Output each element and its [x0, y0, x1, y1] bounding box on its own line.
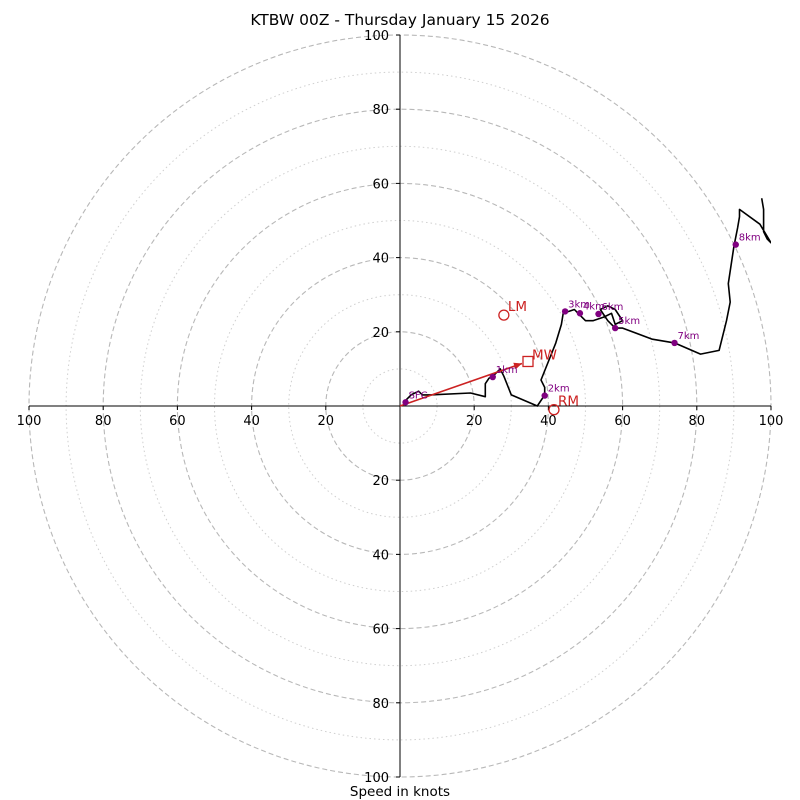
height-marker-dot: [595, 310, 602, 318]
x-tick-label: 40: [540, 414, 557, 429]
x-tick-label: 100: [17, 414, 42, 429]
height-marker-label: 8km: [739, 233, 761, 244]
y-tick-label: 40: [372, 252, 389, 267]
mean-wind-label: MW: [532, 347, 557, 363]
height-marker-label: 6km: [601, 302, 623, 313]
x-tick-label: 40: [243, 414, 260, 429]
height-marker-dot: [541, 392, 548, 399]
y-tick-label: 20: [372, 474, 389, 489]
height-marker-label: 7km: [678, 331, 700, 342]
height-marker-label: 1km: [496, 365, 518, 376]
height-marker-dot: [732, 241, 739, 248]
left-mover-label: LM: [508, 299, 527, 315]
y-tick-label: 80: [372, 103, 389, 118]
x-axis-label: Speed in knots: [350, 784, 450, 800]
x-tick-label: 80: [95, 414, 112, 429]
x-tick-label: 60: [614, 414, 631, 429]
y-tick-label: 20: [372, 326, 389, 341]
height-marker-label: 5km: [618, 316, 640, 327]
storm-motion: MW LM RM: [399, 299, 579, 416]
chart-title: KTBW 00Z - Thursday January 15 2026: [250, 11, 550, 29]
x-tick-label: 20: [318, 414, 335, 429]
left-mover-marker: [498, 309, 510, 321]
mean-wind-vector: [399, 362, 523, 407]
x-tick-label: 60: [169, 414, 186, 429]
height-marker-dot: [489, 373, 496, 381]
y-tick-label: 80: [372, 697, 389, 712]
y-tick-label: 60: [372, 177, 389, 192]
right-mover-label: RM: [558, 394, 579, 410]
height-marker-label: SFC: [409, 390, 428, 401]
right-mover-marker: [548, 404, 560, 416]
height-marker-dot: [402, 399, 409, 406]
height-marker-label: 4km: [583, 301, 605, 312]
mean-wind-arrowhead: [513, 362, 522, 370]
y-tick-label: 100: [364, 771, 389, 786]
height-marker-label: 2km: [548, 384, 570, 395]
x-tick-label: 80: [689, 414, 706, 429]
height-marker-dot: [576, 310, 584, 317]
y-tick-label: 40: [372, 548, 389, 563]
x-tick-label: 100: [759, 414, 784, 429]
tick-labels: 100 80 60 40 20 20 40 60 80 100 100 80 60 40 20 20 40 60 8…: [17, 29, 784, 786]
x-tick-label: 20: [466, 414, 483, 429]
y-tick-label: 100: [364, 29, 389, 44]
height-marker-dot: [671, 339, 678, 347]
height-marker-label: 3km: [568, 299, 590, 310]
y-tick-label: 60: [372, 623, 389, 638]
height-marker-dot: [561, 308, 569, 315]
height-marker-dot: [611, 324, 619, 332]
mean-wind-marker: [522, 355, 534, 368]
